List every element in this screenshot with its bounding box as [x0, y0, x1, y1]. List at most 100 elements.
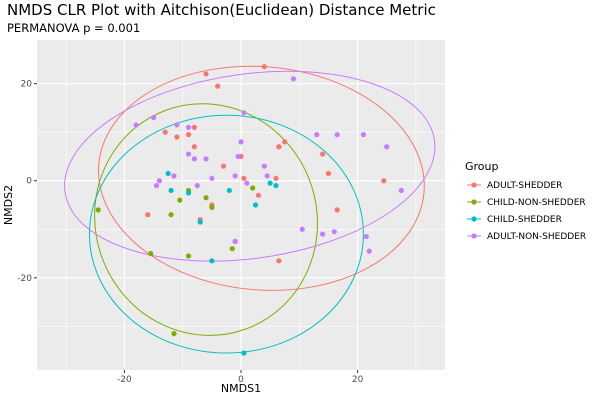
- legend-label: ADULT-SHEDDER: [487, 181, 562, 191]
- point-child-non-shedder: [171, 331, 177, 337]
- legend-label: CHILD-SHEDDER: [487, 215, 562, 225]
- ellipse-adult-shedder: [98, 65, 425, 291]
- legend: Group ADULT-SHEDDER CHILD-NON-SHEDDER CHIL…: [465, 160, 586, 242]
- point-child-non-shedder: [203, 195, 209, 201]
- x-axis-title: NMDS1: [221, 382, 261, 395]
- point-child-non-shedder: [95, 207, 101, 213]
- point-adult-non-shedder: [150, 115, 157, 121]
- point-adult-shedder: [220, 163, 227, 169]
- y-axis-title: NMDS2: [2, 185, 15, 225]
- point-adult-shedder: [282, 139, 288, 145]
- legend-key-point: [471, 199, 477, 205]
- point-child-shedder: [273, 182, 279, 189]
- point-adult-non-shedder: [232, 238, 238, 244]
- legend-title: Group: [465, 160, 499, 173]
- point-child-non-shedder: [209, 204, 215, 211]
- point-adult-non-shedder: [264, 173, 270, 179]
- legend-key-point: [471, 233, 477, 239]
- point-adult-non-shedder: [384, 144, 390, 150]
- x-tick-label: 20: [352, 375, 364, 385]
- legend-label: ADULT-NON-SHEDDER: [487, 232, 586, 242]
- point-adult-non-shedder: [194, 182, 200, 189]
- grid-lines: [37, 40, 445, 370]
- point-adult-non-shedder: [320, 231, 326, 237]
- point-adult-shedder: [276, 144, 282, 150]
- point-adult-non-shedder: [366, 248, 372, 254]
- chart-subtitle: PERMANOVA p = 0.001: [7, 21, 141, 35]
- point-adult-shedder: [255, 192, 262, 198]
- point-adult-non-shedder: [185, 124, 192, 130]
- point-child-non-shedder: [148, 250, 154, 257]
- point-child-shedder: [226, 187, 232, 194]
- chart-title: NMDS CLR Plot with Aitchison(Euclidean) …: [7, 1, 436, 19]
- point-child-shedder: [209, 258, 215, 264]
- point-adult-non-shedder: [171, 173, 177, 179]
- legend-key-point: [471, 182, 477, 188]
- point-child-non-shedder: [177, 197, 183, 203]
- x-tick-label: -20: [117, 375, 132, 385]
- legend-key-point: [471, 216, 477, 222]
- y-tick-label: -20: [17, 274, 32, 284]
- point-adult-non-shedder: [363, 233, 369, 240]
- point-adult-non-shedder: [360, 132, 366, 138]
- point-adult-shedder: [203, 71, 209, 77]
- x-tick-label: 0: [238, 375, 244, 385]
- point-child-shedder: [165, 170, 171, 177]
- point-adult-non-shedder: [174, 122, 180, 128]
- point-child-shedder: [241, 350, 247, 356]
- point-child-shedder: [168, 187, 174, 194]
- confidence-ellipses: [64, 65, 436, 354]
- point-adult-non-shedder: [244, 180, 250, 186]
- point-adult-non-shedder: [331, 229, 337, 235]
- point-adult-shedder: [334, 207, 340, 213]
- y-tick-label: 0: [26, 177, 32, 187]
- data-points: [95, 64, 404, 356]
- point-adult-non-shedder: [299, 226, 305, 232]
- point-child-non-shedder: [168, 212, 174, 218]
- point-adult-non-shedder: [334, 132, 340, 138]
- point-adult-shedder: [215, 83, 221, 89]
- point-adult-shedder: [320, 151, 326, 157]
- point-adult-non-shedder: [290, 76, 297, 82]
- point-adult-shedder: [273, 175, 279, 181]
- point-adult-non-shedder: [235, 153, 241, 160]
- point-adult-shedder: [145, 212, 151, 218]
- ellipse-child-non-shedder: [94, 103, 318, 336]
- point-adult-non-shedder: [209, 175, 215, 181]
- point-adult-non-shedder: [203, 156, 209, 162]
- point-adult-non-shedder: [153, 182, 160, 189]
- point-adult-shedder: [191, 124, 197, 130]
- axes: -20 0 20 -20 0 20: [17, 80, 363, 385]
- point-adult-non-shedder: [156, 178, 162, 184]
- point-child-shedder: [185, 190, 192, 196]
- point-child-shedder: [267, 180, 273, 186]
- point-adult-shedder: [185, 132, 192, 138]
- point-child-shedder: [252, 202, 259, 208]
- point-child-shedder: [197, 219, 203, 225]
- legend-label: CHILD-NON-SHEDDER: [487, 198, 586, 208]
- point-adult-non-shedder: [314, 132, 320, 138]
- point-child-non-shedder: [229, 246, 235, 252]
- point-adult-non-shedder: [398, 187, 404, 194]
- point-adult-shedder: [261, 64, 267, 70]
- point-adult-shedder: [191, 144, 197, 150]
- point-adult-shedder: [381, 178, 387, 184]
- y-tick-label: 20: [21, 80, 33, 90]
- point-adult-non-shedder: [133, 122, 139, 128]
- point-adult-shedder: [276, 258, 282, 264]
- point-adult-shedder: [162, 129, 168, 135]
- point-adult-non-shedder: [232, 173, 238, 179]
- point-child-non-shedder: [250, 185, 256, 191]
- point-adult-shedder: [325, 170, 332, 177]
- ellipse-child-shedder: [88, 114, 364, 354]
- ellipse-adult-non-shedder: [64, 70, 436, 262]
- point-adult-shedder: [241, 175, 247, 181]
- point-adult-non-shedder: [261, 163, 267, 169]
- point-adult-shedder: [174, 134, 180, 140]
- point-adult-non-shedder: [191, 156, 197, 162]
- point-adult-non-shedder: [241, 110, 247, 116]
- point-adult-non-shedder: [185, 151, 192, 157]
- point-child-non-shedder: [185, 253, 192, 259]
- point-adult-non-shedder: [238, 139, 244, 145]
